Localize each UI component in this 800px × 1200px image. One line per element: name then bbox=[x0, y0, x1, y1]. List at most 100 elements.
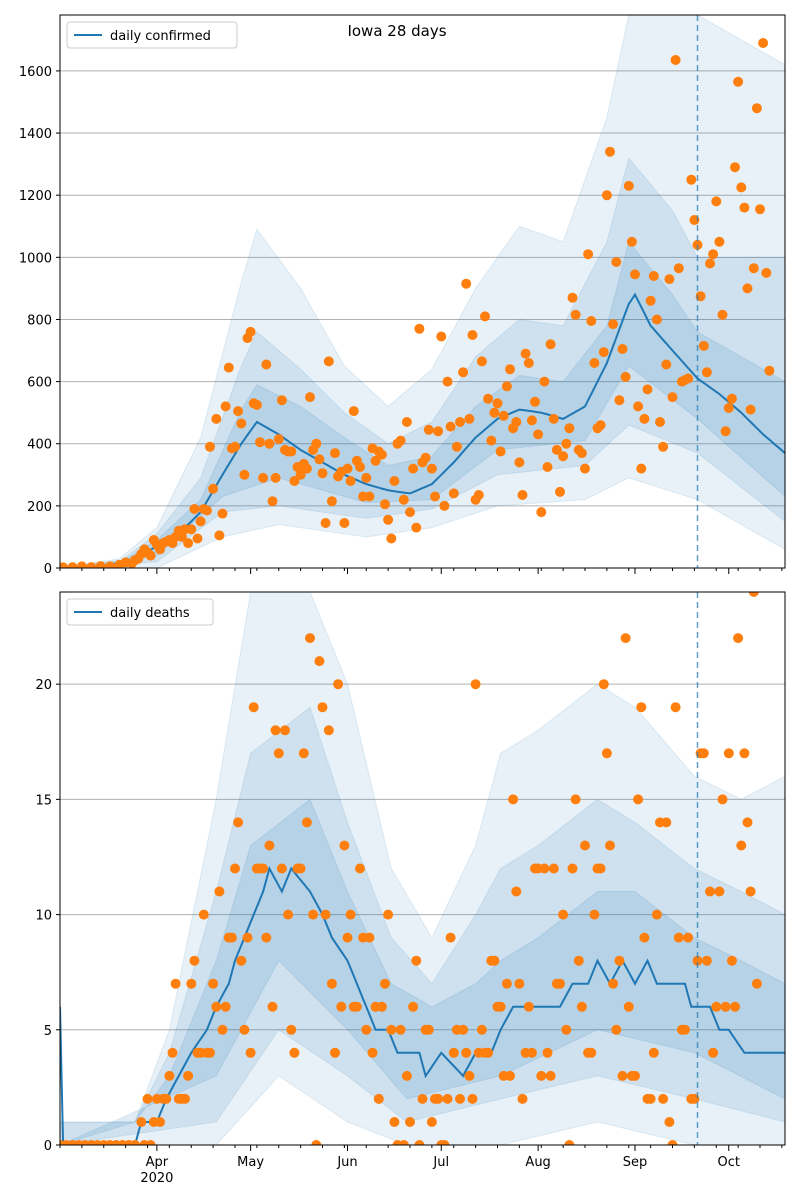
data-point bbox=[758, 38, 769, 48]
data-point bbox=[655, 417, 665, 427]
data-point bbox=[751, 978, 762, 989]
data-point bbox=[576, 448, 587, 459]
data-point bbox=[376, 1001, 387, 1012]
data-point bbox=[223, 362, 234, 373]
data-point bbox=[189, 504, 200, 514]
data-point bbox=[495, 1001, 506, 1012]
data-point bbox=[561, 438, 572, 449]
x-tick-year-label: 2020 bbox=[140, 1171, 173, 1186]
uncertainty-band-1 bbox=[60, 592, 785, 1145]
data-point bbox=[736, 182, 747, 193]
data-point bbox=[464, 1070, 475, 1081]
y-tick-label: 5 bbox=[44, 1024, 52, 1039]
data-point bbox=[389, 1117, 400, 1127]
data-point bbox=[280, 725, 290, 736]
data-point bbox=[264, 438, 275, 449]
data-point bbox=[626, 236, 637, 247]
data-point bbox=[486, 435, 497, 446]
data-point bbox=[226, 932, 237, 943]
data-point bbox=[367, 1047, 378, 1058]
data-point bbox=[514, 457, 525, 468]
data-point bbox=[720, 426, 731, 437]
data-point bbox=[439, 1140, 450, 1145]
data-point bbox=[342, 463, 353, 474]
data-point bbox=[420, 452, 431, 463]
x-tick-label: Aug bbox=[525, 1155, 550, 1170]
data-point bbox=[398, 1140, 409, 1145]
data-point bbox=[314, 454, 325, 465]
data-point bbox=[395, 435, 406, 446]
data-point bbox=[573, 955, 584, 966]
axes-frame bbox=[59, 591, 786, 1146]
uncertainty-band-3 bbox=[60, 798, 785, 1145]
median-line bbox=[60, 865, 785, 1145]
data-point bbox=[667, 392, 678, 403]
data-point bbox=[311, 438, 322, 449]
data-point bbox=[558, 909, 569, 920]
data-point bbox=[76, 561, 87, 568]
data-point bbox=[345, 476, 356, 486]
data-point bbox=[508, 794, 519, 805]
data-point bbox=[370, 455, 381, 466]
data-point bbox=[267, 1001, 278, 1012]
data-point bbox=[464, 413, 475, 424]
data-point bbox=[730, 1001, 740, 1012]
y-tick-label: 1400 bbox=[19, 127, 52, 142]
data-point bbox=[617, 1070, 628, 1081]
data-point bbox=[748, 592, 759, 597]
data-point bbox=[217, 508, 228, 519]
data-point bbox=[298, 748, 309, 759]
data-point bbox=[705, 886, 715, 897]
data-point bbox=[326, 978, 337, 989]
data-point bbox=[598, 347, 609, 358]
data-point bbox=[523, 358, 534, 368]
data-point bbox=[230, 441, 240, 452]
data-point bbox=[86, 562, 97, 568]
data-point bbox=[305, 633, 315, 644]
data-point bbox=[636, 702, 647, 713]
data-point bbox=[326, 496, 337, 507]
data-point bbox=[130, 1140, 140, 1145]
data-point bbox=[589, 358, 600, 368]
y-tick-label: 1200 bbox=[19, 189, 52, 204]
y-tick-label: 200 bbox=[27, 500, 52, 515]
data-point bbox=[267, 496, 278, 507]
data-point bbox=[467, 330, 478, 340]
legend-box bbox=[66, 598, 214, 626]
data-point bbox=[601, 190, 612, 201]
data-point bbox=[673, 932, 684, 943]
data-point bbox=[501, 978, 512, 989]
data-point bbox=[651, 314, 662, 325]
data-point bbox=[236, 418, 247, 429]
data-point bbox=[208, 978, 219, 989]
data-point bbox=[630, 1070, 640, 1081]
data-point bbox=[276, 863, 287, 874]
data-point bbox=[576, 1001, 587, 1012]
data-point bbox=[717, 794, 728, 805]
data-point bbox=[661, 359, 672, 370]
data-point bbox=[333, 679, 344, 690]
data-point bbox=[289, 1047, 300, 1058]
data-point bbox=[748, 263, 759, 274]
data-point bbox=[542, 462, 553, 472]
data-point bbox=[692, 239, 703, 250]
data-point bbox=[745, 886, 756, 897]
data-point bbox=[167, 1047, 178, 1058]
data-point bbox=[308, 909, 319, 920]
data-point bbox=[67, 562, 78, 568]
data-point bbox=[426, 1117, 437, 1127]
data-point bbox=[545, 1070, 556, 1081]
data-point bbox=[430, 491, 440, 502]
data-point bbox=[145, 1140, 156, 1145]
data-point bbox=[514, 978, 525, 989]
data-point bbox=[720, 1001, 731, 1012]
data-point bbox=[95, 561, 106, 568]
data-point bbox=[536, 507, 547, 518]
data-point bbox=[614, 395, 625, 406]
data-point bbox=[423, 424, 434, 435]
data-point bbox=[667, 1140, 678, 1145]
data-point bbox=[211, 1001, 222, 1012]
data-point bbox=[539, 863, 550, 874]
